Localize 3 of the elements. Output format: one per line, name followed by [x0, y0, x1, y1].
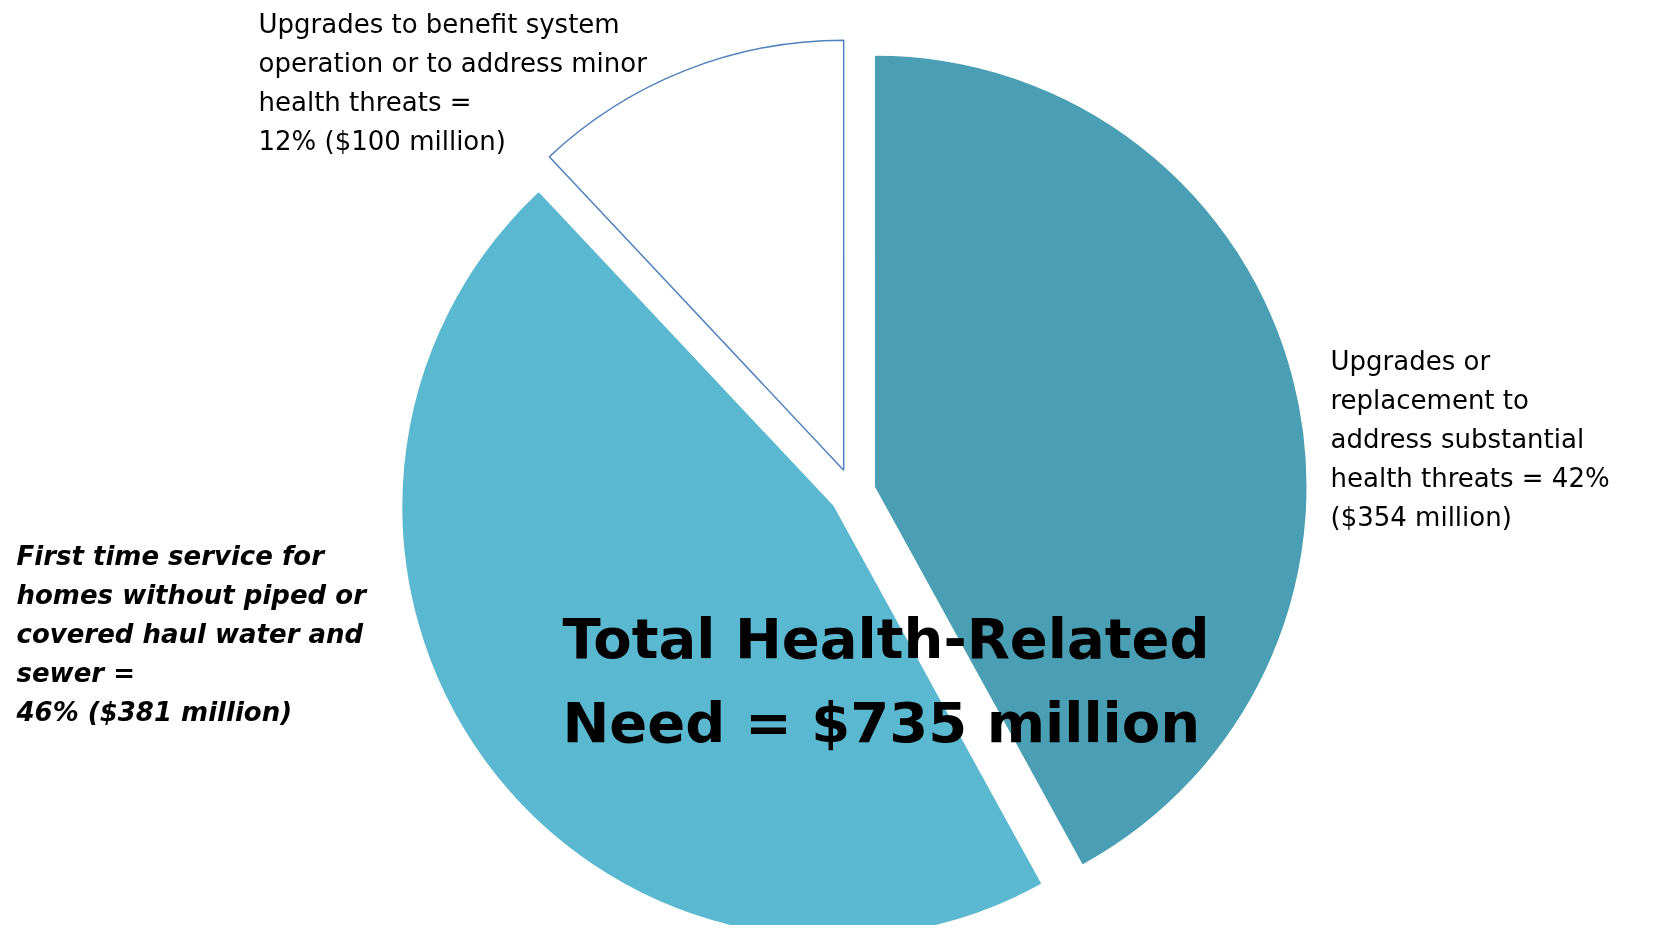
- slice-label: Upgrades or replacement to address substantial health threats = 42% ($354 million): [1330, 345, 1610, 532]
- slice-label: Upgrades to benefit system operation or to address minor health threats = 12% ($100 million): [258, 8, 648, 156]
- slice-label: First time service for homes without piped or covered haul water and sewer = 46% ($381 million): [15, 540, 369, 727]
